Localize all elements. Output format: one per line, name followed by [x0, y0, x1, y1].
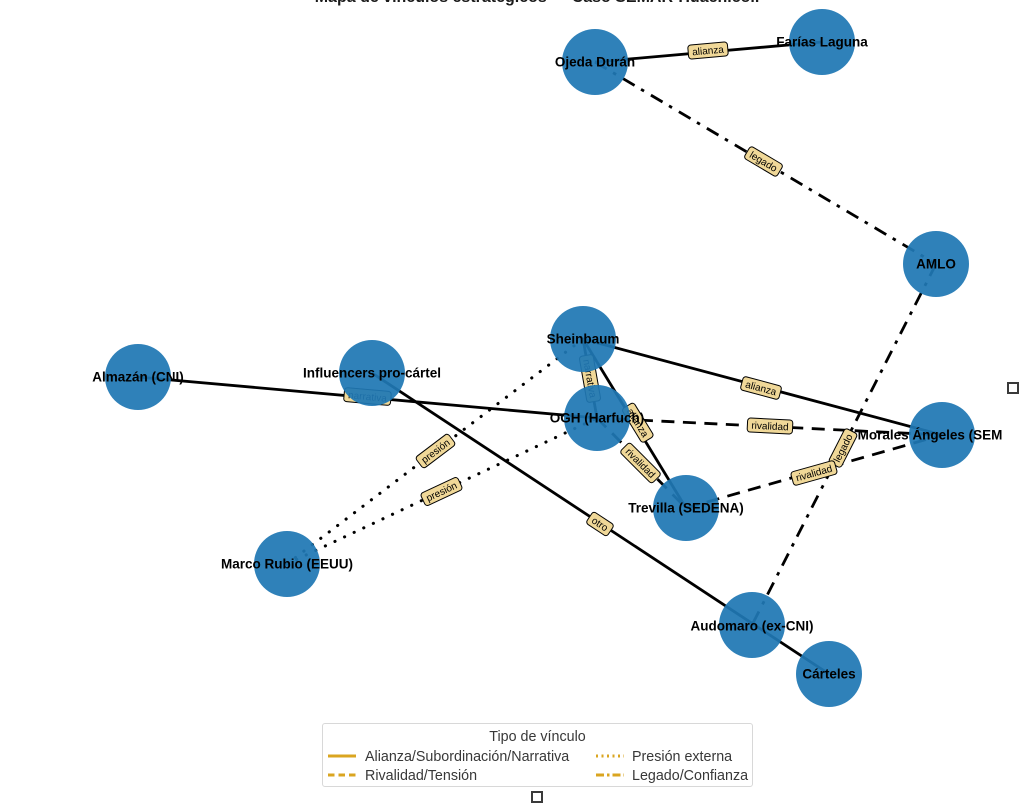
svg-text:Farías Laguna: Farías Laguna: [776, 35, 868, 50]
svg-text:Cárteles: Cárteles: [802, 667, 855, 682]
svg-text:rivalidad: rivalidad: [751, 421, 789, 434]
svg-text:Audomaro (ex-CNI): Audomaro (ex-CNI): [690, 619, 813, 634]
svg-text:Influencers pro-cártel: Influencers pro-cártel: [303, 366, 441, 381]
svg-text:Marco Rubio (EEUU): Marco Rubio (EEUU): [221, 557, 353, 572]
svg-text:Morales Ángeles (SEMAR): Morales Ángeles (SEMAR): [858, 428, 1024, 443]
svg-text:OGH (Harfuch): OGH (Harfuch): [550, 411, 645, 426]
svg-text:Sheinbaum: Sheinbaum: [547, 332, 620, 347]
svg-text:Almazán (CNI): Almazán (CNI): [92, 370, 184, 385]
svg-text:Trevilla (SEDENA): Trevilla (SEDENA): [628, 501, 744, 516]
svg-text:Ojeda Durán: Ojeda Durán: [555, 55, 635, 70]
svg-text:alianza: alianza: [692, 45, 725, 59]
svg-text:AMLO: AMLO: [916, 257, 956, 272]
